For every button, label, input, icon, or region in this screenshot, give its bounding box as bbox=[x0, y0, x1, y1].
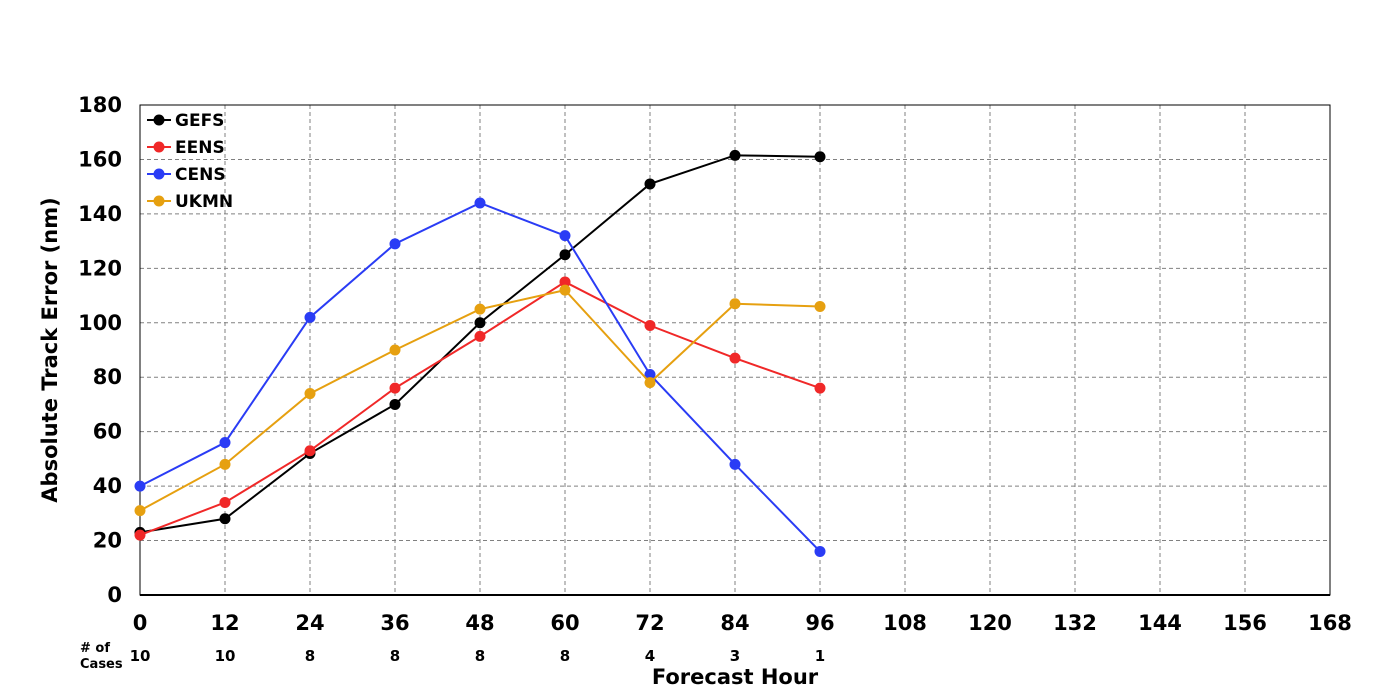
x-tick-label: 24 bbox=[295, 611, 324, 635]
x-tick-labels: 0 12 24 36 48 60 72 84 96 108 120 132 144 156 168 bbox=[133, 611, 1352, 635]
legend-item-ukmn: UKMN bbox=[147, 192, 233, 212]
data-point bbox=[474, 330, 486, 342]
x-tick-label: 72 bbox=[635, 611, 664, 635]
cases-label-line2: Cases bbox=[80, 657, 123, 672]
data-point bbox=[134, 505, 146, 517]
y-tick-labels: 0 20 40 60 80 100 120 140 160 180 bbox=[78, 93, 122, 607]
legend-item-cens: CENS bbox=[147, 165, 226, 185]
data-point bbox=[219, 458, 231, 470]
cases-value: 8 bbox=[390, 647, 400, 665]
legend-swatch-marker bbox=[153, 195, 165, 207]
data-point bbox=[389, 398, 401, 410]
x-axis-title: Forecast Hour bbox=[652, 665, 819, 689]
series-eens bbox=[134, 276, 826, 541]
x-tick-label: 48 bbox=[465, 611, 494, 635]
data-point bbox=[134, 480, 146, 492]
y-tick-label: 180 bbox=[78, 93, 122, 117]
data-point bbox=[559, 284, 571, 296]
cases-value: 8 bbox=[560, 647, 570, 665]
y-tick-label: 160 bbox=[78, 147, 122, 171]
data-point bbox=[729, 149, 741, 161]
y-tick-label: 20 bbox=[93, 529, 122, 553]
data-point bbox=[219, 437, 231, 449]
data-point bbox=[814, 545, 826, 557]
legend-swatch-marker bbox=[153, 114, 165, 126]
cases-value: 10 bbox=[130, 647, 151, 665]
cases-value: 1 bbox=[815, 647, 825, 665]
data-point bbox=[474, 303, 486, 315]
x-tick-label: 60 bbox=[550, 611, 579, 635]
data-point bbox=[644, 178, 656, 190]
data-point bbox=[729, 352, 741, 364]
legend-item-eens: EENS bbox=[147, 138, 225, 158]
data-point bbox=[389, 238, 401, 250]
series-cens bbox=[134, 197, 826, 557]
y-tick-label: 120 bbox=[78, 256, 122, 280]
cases-value: 8 bbox=[305, 647, 315, 665]
data-point bbox=[304, 311, 316, 323]
legend-swatch-marker bbox=[153, 168, 165, 180]
legend-label: GEFS bbox=[175, 111, 224, 131]
x-tick-label: 12 bbox=[210, 611, 239, 635]
data-point bbox=[729, 298, 741, 310]
y-tick-label: 40 bbox=[93, 474, 122, 498]
x-tick-label: 168 bbox=[1308, 611, 1352, 635]
x-tick-label: 156 bbox=[1223, 611, 1267, 635]
x-tick-label: 0 bbox=[133, 611, 148, 635]
legend-label: CENS bbox=[175, 165, 226, 185]
y-axis-title: Absolute Track Error (nm) bbox=[38, 197, 62, 502]
data-point bbox=[474, 197, 486, 209]
cases-value: 10 bbox=[215, 647, 236, 665]
data-point bbox=[474, 317, 486, 329]
cases-value: 3 bbox=[730, 647, 740, 665]
data-point bbox=[389, 382, 401, 394]
grid-layer bbox=[140, 105, 1330, 595]
data-point bbox=[134, 529, 146, 541]
data-point bbox=[304, 388, 316, 400]
data-point bbox=[559, 276, 571, 288]
legend-label: EENS bbox=[175, 138, 225, 158]
x-tick-label: 108 bbox=[883, 611, 927, 635]
legend-swatch-marker bbox=[153, 141, 165, 153]
x-tick-label: 96 bbox=[805, 611, 834, 635]
data-point bbox=[814, 382, 826, 394]
y-tick-label: 100 bbox=[78, 311, 122, 335]
y-tick-label: 60 bbox=[93, 420, 122, 444]
legend-item-gefs: GEFS bbox=[147, 111, 224, 131]
cases-value: 8 bbox=[475, 647, 485, 665]
cases-row: # of Cases 10 10 8 8 8 8 4 3 1 bbox=[80, 641, 825, 672]
series-ukmn bbox=[134, 284, 826, 517]
data-point bbox=[219, 513, 231, 525]
x-tick-label: 120 bbox=[968, 611, 1012, 635]
data-point bbox=[559, 249, 571, 261]
data-point bbox=[644, 320, 656, 331]
y-tick-label: 0 bbox=[107, 583, 122, 607]
x-tick-label: 132 bbox=[1053, 611, 1097, 635]
data-point bbox=[219, 496, 231, 508]
data-point bbox=[389, 344, 401, 356]
data-point bbox=[559, 230, 571, 242]
x-tick-label: 36 bbox=[380, 611, 409, 635]
data-point bbox=[644, 377, 656, 389]
data-point bbox=[729, 458, 741, 470]
data-point bbox=[814, 151, 826, 163]
data-point bbox=[644, 369, 656, 380]
legend: GEFS EENS CENS UKMN bbox=[147, 111, 233, 212]
data-point bbox=[814, 300, 826, 312]
y-tick-label: 140 bbox=[78, 202, 122, 226]
cases-label-line1: # of bbox=[80, 641, 110, 656]
x-tick-label: 144 bbox=[1138, 611, 1182, 635]
data-point bbox=[304, 445, 316, 457]
legend-label: UKMN bbox=[175, 192, 233, 212]
y-tick-label: 80 bbox=[93, 365, 122, 389]
cases-value: 4 bbox=[645, 647, 655, 665]
x-tick-label: 84 bbox=[720, 611, 749, 635]
series-layer bbox=[134, 149, 826, 557]
